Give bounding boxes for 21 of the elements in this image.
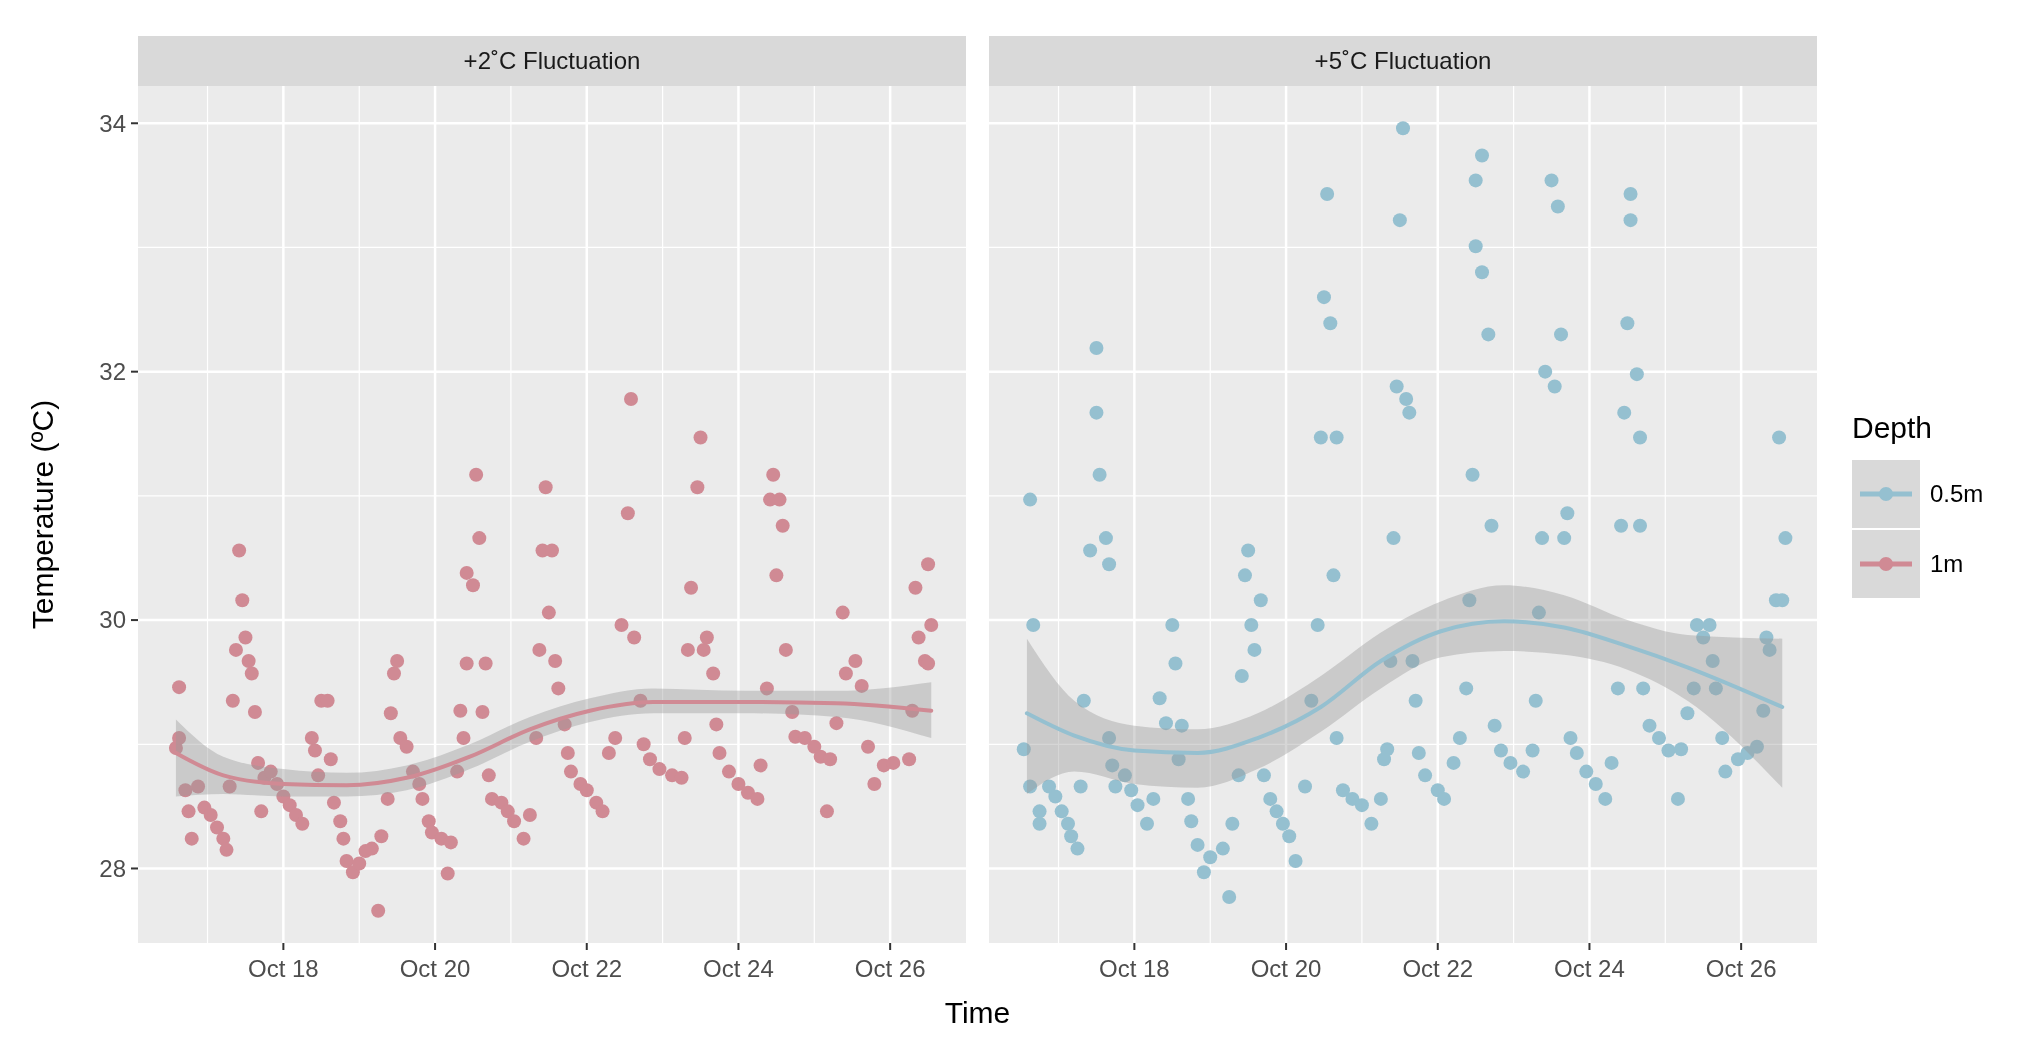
y-tick-label: 32 [99,358,126,386]
y-tick-label: 34 [99,109,126,137]
chart-title: +5˚C Fluctuation [1314,47,1492,75]
y-tick-label: 28 [99,854,126,882]
x-tick-label: Oct 22 [1402,955,1474,982]
x-tick-label: Oct 24 [703,955,774,982]
y-tick-label: 30 [99,606,126,634]
x-tick-label: Oct 18 [248,955,319,982]
x-tick-label: Oct 18 [1099,955,1170,982]
legend-label: 0.5m [1930,480,1984,508]
x-tick-label: Oct 20 [399,955,471,982]
legend-title: Depth [1852,411,1933,444]
x-axis-title: Time [944,996,1011,1029]
chart-title: +2˚C Fluctuation [463,47,641,75]
x-tick-label: Oct 22 [551,955,623,982]
x-tick-label: Oct 20 [1250,955,1322,982]
y-axis-title: Temperature (ºC) [26,399,59,630]
x-tick-label: Oct 26 [1705,955,1777,982]
legend-label: 1m [1930,550,1964,578]
x-tick-label: Oct 26 [854,955,926,982]
x-tick-label: Oct 24 [1554,955,1625,982]
